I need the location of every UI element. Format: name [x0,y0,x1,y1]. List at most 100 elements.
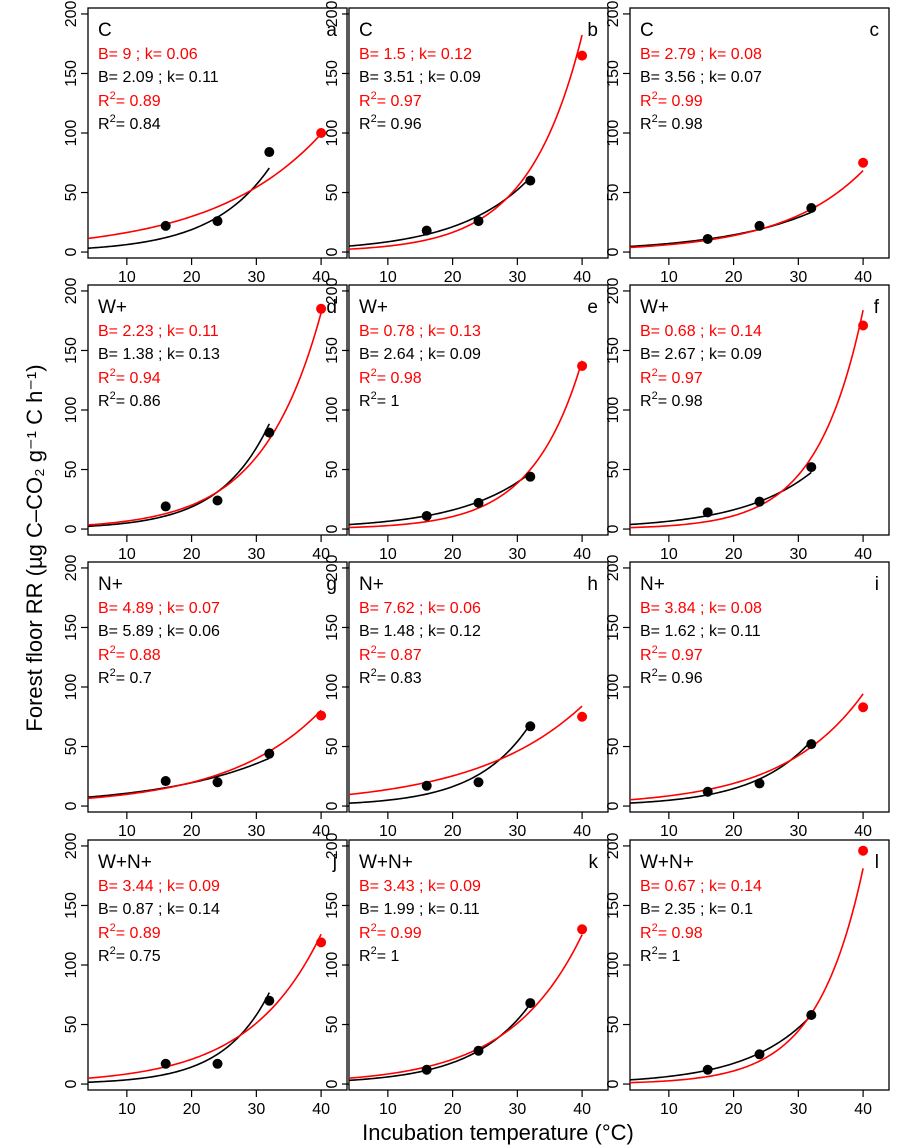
data-point [264,995,275,1006]
data-point [160,501,171,512]
red-fit-curve [349,934,583,1079]
data-point-40c [316,937,327,948]
red-fit-curve [349,34,583,250]
x-tick-label: 30 [508,269,526,286]
x-tick-label: 30 [789,269,807,286]
y-tick-label: 50 [605,461,622,479]
black-fit-r2: R2= 1 [359,390,399,410]
red-fit-r2: R2= 0.99 [640,90,703,110]
y-tick-label: 50 [605,1016,622,1034]
data-point [806,739,817,750]
y-tick-label: 50 [63,1016,80,1034]
black-fit-curve [349,1003,531,1082]
panel-h: 10 20 30 40 0 50 100 150 200 N+ h B= 7.62 ; k= 0.06… [324,555,609,840]
y-tick-label: 100 [324,397,341,424]
x-tick-label: 20 [444,823,462,840]
x-tick-label: 30 [789,823,807,840]
data-point [754,496,765,507]
x-tick-label: 30 [508,1101,526,1118]
red-fit-r2: R2= 0.97 [640,644,703,664]
panel-letter: f [874,297,880,318]
data-point-40c [858,320,869,331]
panel-c: 10 20 30 40 0 50 100 150 200 C c B= 2.79 ; k= 0.08 B… [605,1,890,286]
x-tick-label: 20 [444,546,462,563]
black-fit-curve [349,472,531,526]
black-fit-params: B= 0.87 ; k= 0.14 [98,901,220,918]
y-tick-label: 150 [605,614,622,641]
treatment-label: W+N+ [98,852,152,873]
data-point [754,1049,765,1060]
red-fit-curve [630,693,864,801]
data-point [160,1058,171,1069]
panel-l: 10 20 30 40 0 50 100 150 200 W+N+ l B= 0.67 ; k= 0.… [605,833,890,1118]
y-axis-title: Forest floor RR (µg C–CO₂ g⁻¹ C h⁻¹) [22,364,47,731]
y-tick-label: 50 [324,461,341,479]
x-tick-label: 40 [573,269,591,286]
x-tick-label: 40 [312,546,330,563]
red-fit-params: B= 2.79 ; k= 0.08 [640,46,762,63]
data-point-40c [316,710,327,721]
data-point [525,175,536,186]
y-tick-label: 150 [324,60,341,87]
data-point [212,777,223,788]
y-tick-label: 50 [324,738,341,756]
y-tick-label: 50 [605,738,622,756]
black-fit-curve [630,740,812,804]
panel-j: 10 20 30 40 0 50 100 150 200 W+N+ j B= 3.44 ; k= 0.… [63,833,348,1118]
y-tick-label: 150 [63,614,80,641]
y-tick-label: 200 [63,833,80,860]
black-fit-params: B= 3.51 ; k= 0.09 [359,69,481,86]
black-fit-r2: R2= 0.96 [359,113,422,133]
data-point-40c [577,50,588,61]
x-tick-label: 10 [660,1101,678,1118]
data-point [806,462,817,473]
data-point [212,1058,223,1069]
treatment-label: N+ [640,574,665,595]
red-fit-params: B= 2.23 ; k= 0.11 [98,323,219,340]
y-tick-label: 0 [324,1080,341,1089]
x-tick-label: 40 [573,1101,591,1118]
panel-letter: h [587,574,598,595]
black-fit-curve [88,423,271,528]
red-fit-r2: R2= 0.89 [98,90,161,110]
x-axis-title: Incubation temperature (°C) [362,1120,634,1145]
y-tick-label: 100 [63,952,80,979]
x-tick-label: 30 [508,546,526,563]
x-tick-label: 20 [183,546,201,563]
red-fit-r2: R2= 0.94 [98,367,161,387]
panel-letter: c [870,20,880,41]
y-tick-label: 0 [605,1080,622,1089]
treatment-label: N+ [98,574,123,595]
x-tick-label: 20 [725,823,743,840]
data-point [421,510,432,521]
x-tick-label: 10 [118,269,136,286]
y-tick-label: 150 [605,337,622,364]
data-point [702,786,713,797]
black-fit-r2: R2= 1 [359,945,399,965]
panel-letter: k [589,852,599,873]
red-fit-r2: R2= 0.87 [359,644,422,664]
black-fit-curve [88,757,270,798]
data-point-40c [577,924,588,935]
x-tick-label: 40 [854,546,872,563]
black-fit-curve [88,992,271,1084]
y-tick-label: 200 [63,278,80,305]
panel-letter: j [332,852,337,873]
y-tick-label: 150 [324,337,341,364]
y-tick-label: 0 [605,525,622,534]
y-tick-label: 100 [605,397,622,424]
y-tick-label: 200 [605,833,622,860]
red-fit-params: B= 0.68 ; k= 0.14 [640,323,762,340]
y-tick-label: 100 [63,397,80,424]
x-tick-label: 10 [379,269,397,286]
y-tick-label: 0 [324,802,341,811]
y-tick-label: 50 [324,184,341,202]
x-tick-label: 10 [660,546,678,563]
data-point-40c [577,360,588,371]
data-point [160,220,171,231]
data-point [754,778,765,789]
red-fit-curve [349,705,583,796]
y-tick-label: 200 [324,1,341,28]
